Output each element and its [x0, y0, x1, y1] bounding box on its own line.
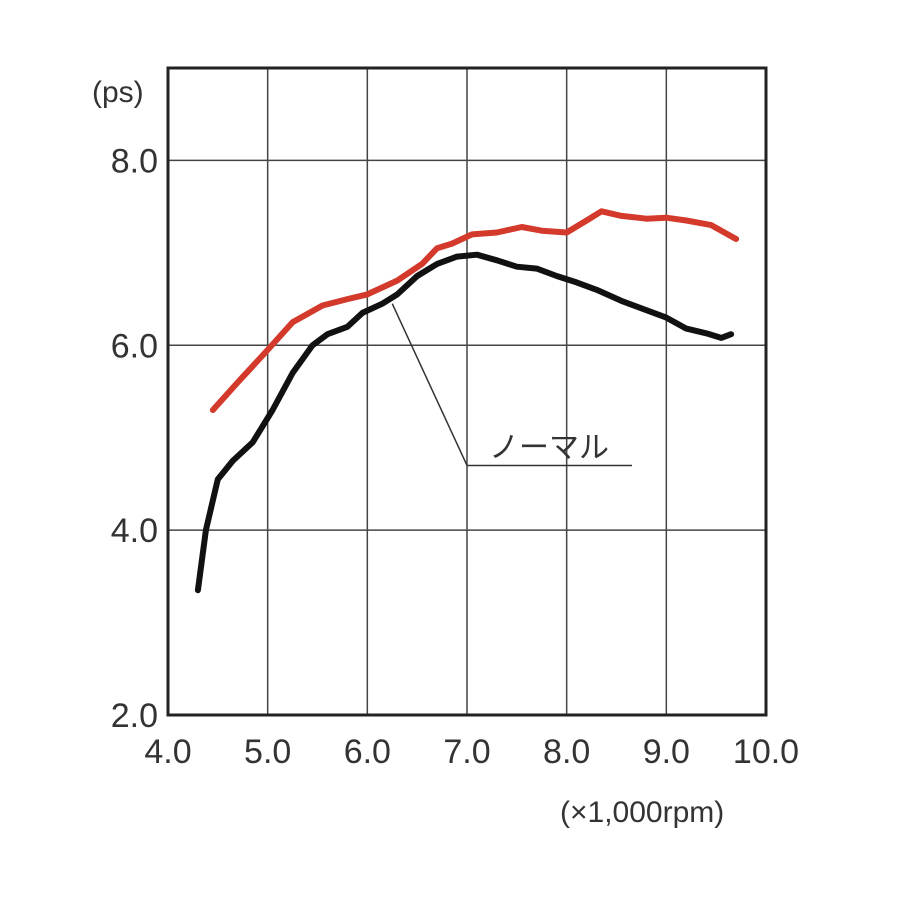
series-line-2: [194, 251, 735, 594]
grid-layer: [168, 68, 766, 715]
x-tick-labels: 4.0 5.0 6.0 7.0 8.0 9.0 10.0: [144, 733, 799, 771]
x-tick-label: 8.0: [543, 733, 590, 771]
x-tick-label: 10.0: [733, 733, 799, 771]
x-tick-label: 4.0: [144, 733, 191, 771]
y-tick-label: 6.0: [111, 327, 158, 365]
series-layer: [194, 208, 740, 594]
plot-frame: [166, 66, 768, 717]
x-tick-label: 6.0: [344, 733, 391, 771]
y-tick-label: 8.0: [111, 142, 158, 180]
y-tick-label: 4.0: [111, 512, 158, 550]
annotation: ノーマル: [391, 303, 632, 467]
y-axis-unit-label: (ps): [92, 76, 144, 109]
x-tick-label: 9.0: [643, 733, 690, 771]
x-axis-unit-label: (×1,000rpm): [560, 796, 724, 829]
x-tick-label: 7.0: [443, 733, 490, 771]
annotation-leader-line: [391, 303, 468, 466]
series-line-1: [209, 208, 740, 413]
y-tick-labels: 2.0 4.0 6.0 8.0: [111, 142, 158, 735]
x-tick-label: 5.0: [244, 733, 291, 771]
annotation-label: ノーマル: [489, 430, 609, 465]
y-tick-label: 2.0: [111, 697, 158, 735]
